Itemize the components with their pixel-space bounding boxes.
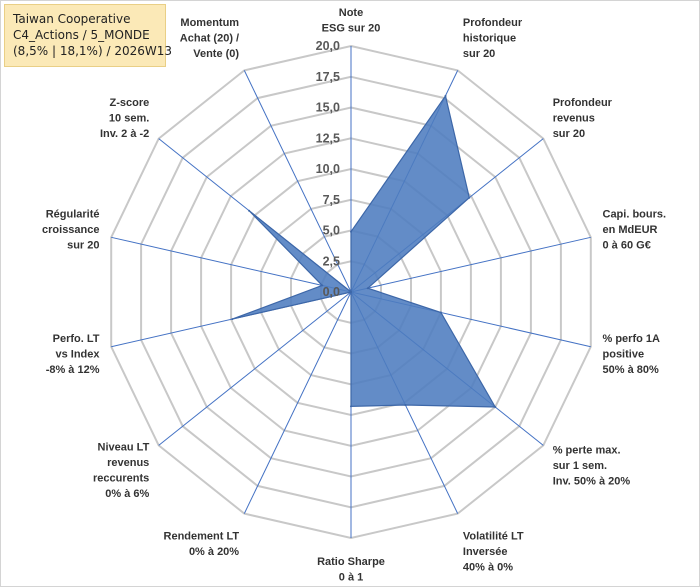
data-point-0 bbox=[350, 230, 352, 233]
axis-label-2: Profondeur revenus sur 20 bbox=[553, 97, 613, 140]
axis-label-12: Z-score 10 sem. Inv. 2 à -2 bbox=[100, 97, 149, 140]
axis-label-4-line-1: positive bbox=[603, 348, 645, 360]
axis-label-0: Note ESG sur 20 bbox=[322, 7, 381, 35]
axis-label-3-line-2: 0 à 60 G€ bbox=[603, 240, 651, 252]
axis-label-1: Profondeur historique sur 20 bbox=[463, 17, 523, 60]
axis-label-13-line-2: Vente (0) bbox=[193, 48, 239, 60]
axis-label-10-line-0: Perfo. LT bbox=[53, 333, 100, 345]
axis-label-3-line-0: Capi. bours. bbox=[603, 209, 667, 221]
tick-label-8: 20,0 bbox=[316, 39, 340, 53]
axis-label-2-line-2: sur 20 bbox=[553, 128, 585, 140]
data-point-6 bbox=[404, 404, 407, 406]
axis-label-6-line-2: 40% à 0% bbox=[463, 561, 513, 573]
data-point-12 bbox=[248, 209, 251, 212]
axis-label-9: Niveau LT revenus reccurents 0% à 6% bbox=[93, 441, 150, 500]
axis-label-2-line-0: Profondeur bbox=[553, 97, 613, 109]
axis-label-6-line-1: Inversée bbox=[463, 546, 508, 558]
axis-label-0-line-1: ESG sur 20 bbox=[322, 23, 381, 35]
axis-label-9-line-1: revenus bbox=[107, 457, 149, 469]
axis-label-1-line-1: historique bbox=[463, 33, 516, 45]
axis-label-5: % perte max. sur 1 sem. Inv. 50% à 20% bbox=[553, 445, 631, 488]
data-point-10 bbox=[231, 318, 234, 321]
axis-label-13-line-0: Momentum bbox=[180, 17, 239, 29]
axis-label-8-line-0: Rendement LT bbox=[164, 530, 240, 542]
tick-label-1: 2,5 bbox=[323, 254, 340, 268]
tick-label-5: 12,5 bbox=[316, 131, 340, 145]
data-series-area bbox=[232, 94, 497, 408]
axis-label-5-line-1: sur 1 sem. bbox=[553, 460, 607, 472]
axis-label-12-line-2: Inv. 2 à -2 bbox=[100, 128, 149, 140]
axis-label-5-line-2: Inv. 50% à 20% bbox=[553, 476, 631, 488]
tick-label-6: 15,0 bbox=[316, 101, 340, 115]
tick-label-4: 10,0 bbox=[316, 162, 340, 176]
axis-label-9-line-2: reccurents bbox=[93, 472, 149, 484]
axis-label-6: Volatilité LT Inversée 40% à 0% bbox=[463, 530, 524, 573]
axis-label-9-line-3: 0% à 6% bbox=[105, 488, 149, 500]
tick-label-7: 17,5 bbox=[316, 70, 340, 84]
axis-label-13-line-1: Achat (20) / bbox=[180, 33, 239, 45]
axis-label-9-line-0: Niveau LT bbox=[98, 441, 150, 453]
axis-label-11-line-1: croissance bbox=[42, 224, 99, 236]
axis-label-5-line-0: % perte max. bbox=[553, 445, 621, 457]
axis-spoke-3 bbox=[350, 236, 591, 293]
tick-label-2: 5,0 bbox=[323, 224, 340, 238]
axis-label-7: Ratio Sharpe 0 à 1 bbox=[317, 556, 385, 584]
axis-label-10-line-2: -8% à 12% bbox=[46, 364, 100, 376]
axis-spoke-11 bbox=[111, 236, 352, 293]
axis-label-3-line-1: en MdEUR bbox=[603, 224, 658, 236]
tick-label-3: 7,5 bbox=[323, 193, 340, 207]
axis-label-13: Momentum Achat (20) / Vente (0) bbox=[180, 17, 240, 60]
data-point-2 bbox=[468, 196, 471, 199]
axis-label-4-line-0: % perfo 1A bbox=[603, 333, 661, 345]
data-point-13 bbox=[350, 291, 352, 293]
data-point-11 bbox=[321, 284, 324, 287]
data-point-1 bbox=[444, 94, 447, 97]
axis-label-1-line-0: Profondeur bbox=[463, 17, 523, 29]
axis-label-10: Perfo. LT vs Index -8% à 12% bbox=[46, 333, 101, 376]
axis-label-0-line-0: Note bbox=[339, 7, 363, 19]
data-point-3 bbox=[366, 287, 369, 290]
data-point-4 bbox=[439, 311, 442, 314]
axis-label-11-line-0: Régularité bbox=[46, 209, 100, 221]
axis-label-6-line-0: Volatilité LT bbox=[463, 530, 524, 542]
data-point-7 bbox=[350, 405, 352, 408]
chart-title-line-1: Taiwan Cooperative bbox=[13, 12, 131, 26]
axis-label-12-line-0: Z-score bbox=[110, 97, 150, 109]
axis-spoke-8 bbox=[243, 291, 352, 514]
axis-spoke-9 bbox=[158, 291, 352, 446]
axis-label-3: Capi. bours. en MdEUR 0 à 60 G€ bbox=[603, 209, 667, 252]
axis-label-2-line-1: revenus bbox=[553, 112, 595, 124]
axis-label-11-line-2: sur 20 bbox=[67, 240, 99, 252]
axis-spoke-13 bbox=[243, 70, 352, 293]
axis-label-12-line-1: 10 sem. bbox=[109, 112, 149, 124]
axis-label-7-line-0: Ratio Sharpe bbox=[317, 556, 385, 568]
data-point-5 bbox=[494, 406, 497, 408]
chart-title-box: Taiwan Cooperative C4_Actions / 5_MONDE … bbox=[4, 4, 172, 67]
tick-label-0: 0,0 bbox=[323, 285, 340, 299]
axis-label-4-line-2: 50% à 80% bbox=[603, 364, 659, 376]
chart-title-line-3: (8,5% | 18,1%) / 2026W13 bbox=[13, 44, 172, 58]
axis-label-10-line-1: vs Index bbox=[55, 348, 100, 360]
axis-label-8-line-1: 0% à 20% bbox=[189, 546, 239, 558]
axis-label-7-line-1: 0 à 1 bbox=[339, 572, 363, 584]
axis-label-4: % perfo 1A positive 50% à 80% bbox=[603, 333, 661, 376]
chart-title-line-2: C4_Actions / 5_MONDE bbox=[13, 28, 150, 42]
axis-label-11: Régularité croissance sur 20 bbox=[42, 209, 99, 252]
axis-label-8: Rendement LT 0% à 20% bbox=[164, 530, 240, 558]
axis-label-1-line-2: sur 20 bbox=[463, 48, 495, 60]
